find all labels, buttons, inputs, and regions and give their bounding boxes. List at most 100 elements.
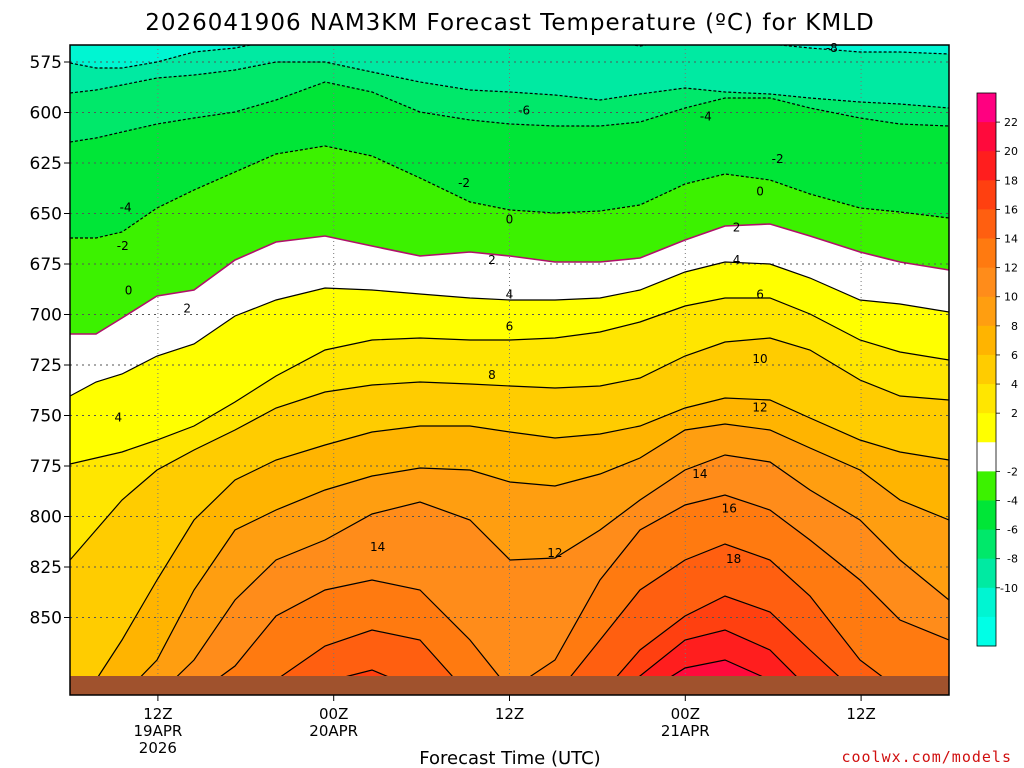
isotherm-label: 4 [506,287,514,301]
colorbar-swatch [977,267,996,298]
colorbar-label: 20 [1004,145,1018,158]
colorbar-swatch [977,442,996,472]
x-tick-label-line1: 12Z [143,705,172,723]
isotherm-label: -8 [826,41,838,55]
colorbar-swatch [977,238,996,269]
colorbar-frame [976,92,997,647]
colorbar-label: -4 [1007,494,1018,507]
isotherm-label: 4 [115,411,123,425]
isotherm-label: 12 [752,400,767,414]
isotherm-label: -6 [518,103,530,117]
isotherm-label: 16 [722,501,737,515]
x-tick-label-line2: 21APR [661,722,710,740]
colorbar-label: 22 [1004,116,1018,129]
isotherm-line-4 [70,297,949,465]
isotherm-label: -2 [117,239,129,253]
y-tick-label: 650 [30,205,62,225]
colorbar-legend: 22 20 18 16 14 12 10 8 6 4 2 -2 -4 -6 -8 -10 [976,92,1018,647]
colorbar-swatch [977,122,996,152]
colorbar-label: 8 [1011,320,1018,333]
isotherm-label: 10 [752,352,767,366]
colorbar-swatch [977,325,996,356]
colorbar-label: 16 [1004,203,1018,216]
isotherm-label: 8 [488,368,496,382]
y-tick-label: 600 [30,104,62,124]
isotherm-line-0 [70,223,949,335]
colorbar-swatch [977,151,996,181]
y-tick-label: 775 [30,457,62,477]
x-axis-title: Forecast Time (UTC) [419,748,600,768]
y-tick-label: 700 [30,306,62,326]
y-tick-label: 825 [30,558,62,578]
colorbar-swatch [977,296,996,327]
y-tick-label: 675 [30,255,62,275]
y-tick-label: 750 [30,407,62,427]
isotherm-label: 0 [125,283,133,297]
colorbar-swatch [977,93,996,123]
isotherm-line-14 [194,494,949,695]
isotherm-label: 0 [506,213,514,227]
isotherm-line--6 [70,61,949,109]
colorbar-label: 6 [1011,349,1018,362]
isotherm-line-2 [70,261,949,397]
x-tick-label-line3: 2026 [139,739,177,757]
isotherm-label: -4 [700,110,712,124]
colorbar-label: 18 [1004,174,1018,187]
isotherm-line-6 [70,337,949,561]
isotherm-label: 6 [756,287,764,301]
isotherm-label: 2 [733,221,741,235]
isotherm-line-18 [277,595,860,695]
colorbar-swatch [977,529,996,560]
y-tick-label: 800 [30,508,62,528]
x-tick-label-line1: 12Z [495,705,524,723]
colorbar-swatch [977,354,996,385]
isotherm-label: 18 [726,552,741,566]
isotherm-label: -2 [458,176,470,190]
pressure-time-grid [70,45,949,695]
colorbar-swatch [977,180,996,210]
x-tick-label-line1: 12Z [846,705,875,723]
colorbar-label: 4 [1011,378,1018,391]
chart-title: 2026041906 NAM3KM Forecast Temperature (… [145,10,874,36]
y-tick-label: 625 [30,154,62,174]
isotherm-label: 0 [756,184,764,198]
colorbar-label: 2 [1011,407,1018,420]
temperature-fill-bands [70,45,949,695]
isotherm-label: 4 [733,253,741,267]
isotherm-label: 14 [370,540,385,554]
colorbar-swatch [977,558,996,589]
isotherm-label: 12 [547,546,562,560]
y-tick-label: 575 [30,53,62,73]
isotherm-label: 2 [183,301,191,315]
isotherm-line--4 [70,81,949,143]
isotherm-line--2 [70,145,949,239]
ground-surface [70,676,949,695]
isotherm-label: 14 [692,467,707,481]
colorbar-label: 12 [1004,262,1018,275]
colorbar-swatch [977,413,996,443]
isotherm-line-10 [122,423,949,695]
isotherm-label: 6 [506,320,514,334]
isotherm-label: 2 [488,253,496,267]
colorbar-swatch [977,384,996,414]
isotherm-line-20 [600,629,857,695]
colorbar-label: -2 [1007,465,1018,478]
x-tick-label-line2: 20APR [309,722,358,740]
colorbar-label: -8 [1007,553,1018,566]
colorbar-label: -6 [1007,524,1018,537]
colorbar-swatch [977,587,996,618]
site-credit: coolwx.com/models [841,748,1012,766]
isotherm-label: -4 [120,200,132,214]
colorbar-label: 14 [1004,233,1018,246]
x-tick-label-line1: 00Z [671,705,700,723]
isotherm-line--8 [70,45,949,69]
colorbar-swatch [977,471,996,501]
x-tick-label-line2: 19APR [133,722,182,740]
isotherm-labels: -8 -6 -4 -4 -2 -2 -2 0 0 0 2 2 2 4 4 4 6 6 8 10 12 12 14 14 16 18 [115,41,838,566]
colorbar-label: -10 [1000,582,1018,595]
colorbar-swatch [977,500,996,531]
colorbar-swatch [977,616,996,647]
isotherm-line-16 [235,543,946,695]
y-tick-label: 725 [30,356,62,376]
